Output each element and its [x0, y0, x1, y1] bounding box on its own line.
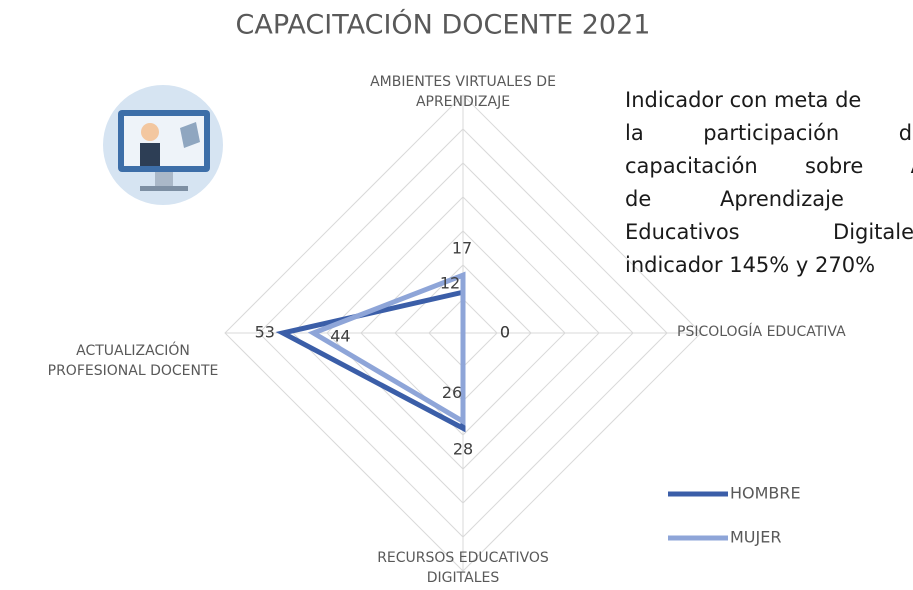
data-label: 0	[500, 323, 510, 342]
legend-label: MUJER	[730, 528, 781, 547]
data-label: 44	[330, 327, 350, 346]
category-label: PSICOLOGÍA EDUCATIVA	[677, 322, 846, 342]
note-line: indicador 145% y 270%	[625, 253, 913, 277]
note-line: de Aprendizaje y	[625, 187, 913, 211]
data-label: 53	[255, 323, 275, 342]
category-label: AMBIENTES VIRTUALES DE APRENDIZAJE	[363, 72, 563, 112]
note-line: Indicador con meta de	[625, 88, 913, 112]
data-label: 26	[442, 383, 462, 402]
data-label: 28	[453, 440, 473, 459]
note-line: Educativos Digitales	[625, 220, 913, 244]
legend-label: HOMBRE	[730, 484, 801, 503]
category-label: RECURSOS EDUCATIVOS DIGITALES	[363, 548, 563, 588]
page: CAPACITACIÓN DOCENTE 2021 12028531702644…	[0, 0, 913, 590]
note-line: la participación de	[625, 121, 913, 145]
icon	[103, 85, 223, 205]
data-label: 17	[452, 239, 472, 258]
category-label: ACTUALIZACIÓN PROFESIONAL DOCENTE	[33, 341, 233, 381]
note-line: capacitación sobre A	[625, 154, 913, 178]
data-label: 12	[440, 274, 460, 293]
chart-title: CAPACITACIÓN DOCENTE 2021	[236, 9, 651, 41]
